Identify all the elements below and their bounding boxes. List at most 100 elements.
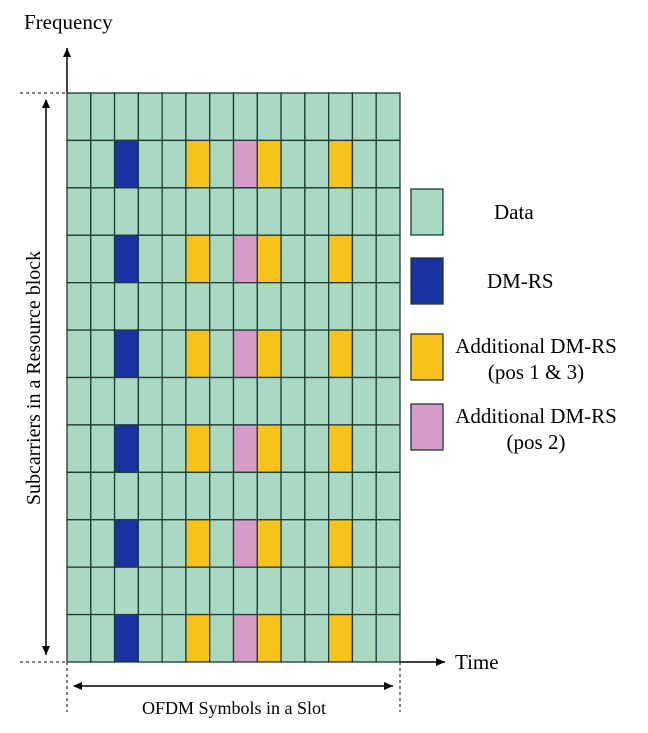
legend-label: DM-RS — [487, 269, 554, 293]
grid-cell-data — [185, 566, 211, 616]
grid-cell-data — [280, 234, 306, 284]
grid-cell-data — [256, 282, 282, 331]
grid-cell-data — [185, 282, 211, 331]
grid-cell-data — [137, 566, 163, 616]
grid-cell-data — [209, 519, 235, 568]
grid-cell-data — [113, 471, 140, 521]
grid-cell-data — [185, 187, 211, 236]
grid-cell-data — [375, 92, 401, 142]
grid-cell-data — [209, 92, 235, 142]
grid-cell-additional-pos2 — [232, 329, 258, 379]
grid-cell-data — [256, 566, 282, 616]
grid-cell-data — [161, 376, 187, 426]
grid-cell-additional-pos13 — [327, 424, 354, 473]
legend-swatch-additional-pos13 — [410, 333, 444, 381]
grid-cell-data — [304, 613, 330, 663]
grid-cell-data — [90, 139, 116, 189]
grid-cell-data — [90, 613, 116, 663]
grid-cell-data — [161, 187, 187, 236]
grid-cell-data — [256, 471, 282, 521]
grid-cell-data — [351, 519, 377, 568]
grid-cell-data — [375, 187, 401, 236]
grid-cell-data — [232, 566, 258, 616]
grid-cell-dmrs — [113, 329, 140, 379]
grid-cell-additional-pos2 — [232, 139, 258, 189]
grid-cell-data — [232, 92, 258, 142]
grid-cell-data — [66, 234, 92, 284]
grid-cell-data — [161, 282, 187, 331]
grid-cell-additional-pos13 — [327, 234, 354, 284]
grid-cell-data — [304, 234, 330, 284]
grid-cell-dmrs — [113, 519, 140, 568]
grid-cell-data — [280, 519, 306, 568]
grid-cell-data — [327, 566, 354, 616]
grid-cell-data — [137, 519, 163, 568]
grid-cell-data — [304, 471, 330, 521]
legend-label-line1: Additional DM-RS — [455, 334, 617, 358]
grid-cell-additional-pos2 — [232, 424, 258, 473]
grid-cell-data — [304, 376, 330, 426]
grid-cell-data — [327, 92, 354, 142]
grid-cell-dmrs — [113, 424, 140, 473]
grid-cell-data — [90, 424, 116, 473]
grid-cell-data — [304, 329, 330, 379]
grid-cell-data — [351, 282, 377, 331]
grid-cell-data — [280, 282, 306, 331]
grid-cell-data — [137, 92, 163, 142]
grid-cell-data — [209, 187, 235, 236]
grid-cell-additional-pos13 — [327, 613, 354, 663]
grid-cell-data — [66, 424, 92, 473]
grid-cell-data — [209, 424, 235, 473]
grid-cell-data — [113, 566, 140, 616]
grid-cell-data — [209, 566, 235, 616]
grid-cell-data — [351, 566, 377, 616]
legend-label-line2: (pos 1 & 3) — [488, 360, 584, 384]
grid-cell-data — [66, 519, 92, 568]
grid-cell-additional-pos13 — [185, 519, 211, 568]
grid-cell-data — [113, 92, 140, 142]
grid-cell-data — [90, 566, 116, 616]
grid-cell-data — [90, 187, 116, 236]
grid-cell-dmrs — [113, 613, 140, 663]
grid-cell-additional-pos13 — [256, 234, 282, 284]
grid-cell-additional-pos13 — [185, 424, 211, 473]
grid-cell-data — [256, 187, 282, 236]
grid-cell-data — [375, 424, 401, 473]
grid-cell-data — [209, 471, 235, 521]
grid-cell-additional-pos13 — [256, 139, 282, 189]
grid-cell-data — [375, 234, 401, 284]
grid-cell-data — [375, 471, 401, 521]
grid-cell-data — [327, 471, 354, 521]
legend-swatch-data — [410, 188, 444, 236]
grid-cell-additional-pos13 — [256, 519, 282, 568]
grid-cell-data — [375, 613, 401, 663]
grid-cell-data — [90, 92, 116, 142]
grid-cell-data — [137, 139, 163, 189]
grid-cell-data — [280, 92, 306, 142]
grid-cell-data — [185, 471, 211, 521]
grid-cell-data — [304, 92, 330, 142]
grid-cell-data — [304, 424, 330, 473]
grid-cell-data — [90, 471, 116, 521]
grid-cell-data — [209, 613, 235, 663]
grid-cell-data — [280, 613, 306, 663]
grid-cell-data — [351, 329, 377, 379]
grid-cell-data — [137, 613, 163, 663]
grid-cell-data — [161, 613, 187, 663]
grid-cell-data — [351, 376, 377, 426]
grid-cell-data — [232, 187, 258, 236]
grid-cell-data — [66, 282, 92, 331]
grid-cell-data — [375, 139, 401, 189]
grid-cell-data — [66, 139, 92, 189]
grid-cell-data — [137, 329, 163, 379]
grid-cell-data — [304, 187, 330, 236]
grid-cell-data — [209, 234, 235, 284]
grid-cell-data — [66, 566, 92, 616]
grid-cell-data — [256, 376, 282, 426]
grid-cell-data — [232, 376, 258, 426]
grid-cell-additional-pos2 — [232, 613, 258, 663]
grid-cell-data — [161, 519, 187, 568]
grid-cell-data — [351, 92, 377, 142]
